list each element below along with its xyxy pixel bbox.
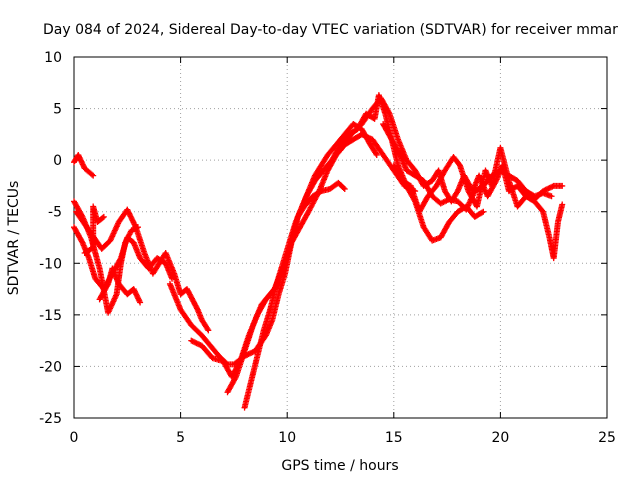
- data-series: [73, 206, 212, 334]
- data-series: [224, 92, 487, 396]
- data-point: [124, 208, 131, 214]
- data-series: [390, 144, 566, 262]
- chart-title: Day 084 of 2024, Sidereal Day-to-day VTE…: [43, 22, 618, 38]
- data-point: [99, 214, 106, 221]
- data-series: [81, 203, 107, 256]
- y-tick-label: 0: [53, 153, 62, 169]
- y-axis-label: SDTVAR / TECUs: [6, 181, 22, 296]
- data-series: [71, 151, 97, 179]
- data-point: [100, 213, 107, 220]
- data-point: [130, 220, 137, 227]
- data-point: [396, 150, 403, 157]
- x-tick-label: 25: [598, 430, 616, 446]
- data-point: [559, 201, 566, 208]
- y-tick-label: 10: [44, 50, 62, 66]
- y-tick-label: -10: [39, 256, 62, 272]
- data-point: [104, 282, 111, 289]
- data-point: [480, 208, 487, 215]
- data-point: [205, 327, 212, 334]
- data-point: [341, 186, 348, 193]
- axis-ticks: 0 5 10 15 20 25 -25 -20 -15 -10 -5 0 5 10: [39, 50, 616, 446]
- data-point: [131, 221, 138, 228]
- data-points: [71, 92, 566, 411]
- data-point: [124, 206, 131, 213]
- plot-frame: [73, 56, 608, 419]
- y-tick-label: -5: [48, 205, 62, 221]
- data-point: [78, 238, 85, 245]
- data-point: [129, 217, 136, 224]
- data-point: [479, 209, 486, 216]
- data-point: [127, 213, 134, 220]
- data-point: [90, 172, 97, 179]
- data-point: [88, 171, 95, 178]
- data-point: [232, 375, 239, 382]
- x-tick-label: 0: [70, 430, 79, 446]
- data-point: [373, 151, 380, 158]
- y-tick-label: -20: [39, 359, 62, 375]
- data-point: [128, 216, 135, 223]
- data-point: [128, 214, 135, 221]
- y-tick-label: -15: [39, 308, 62, 324]
- data-point: [125, 209, 132, 216]
- data-point: [372, 150, 379, 157]
- data-point: [385, 109, 392, 116]
- x-tick-label: 20: [491, 430, 509, 446]
- data-point: [204, 326, 211, 333]
- data-point: [539, 207, 546, 214]
- data-point: [132, 222, 139, 229]
- data-point: [130, 218, 137, 225]
- data-point: [548, 193, 555, 200]
- data-point: [137, 299, 144, 306]
- data-point: [126, 210, 133, 217]
- data-point: [169, 275, 176, 282]
- x-axis-label: GPS time / hours: [281, 458, 398, 474]
- data-series: [71, 224, 176, 293]
- data-point: [559, 182, 566, 189]
- x-tick-label: 15: [385, 430, 403, 446]
- x-tick-label: 5: [176, 430, 185, 446]
- data-series: [96, 265, 144, 306]
- data-series: [188, 131, 419, 380]
- y-tick-label: -25: [39, 411, 62, 427]
- data-series: [380, 121, 555, 213]
- data-point: [126, 212, 133, 219]
- grid-lines: [74, 57, 607, 418]
- data-point: [117, 256, 124, 263]
- x-tick-label: 10: [278, 430, 296, 446]
- data-point: [340, 184, 347, 191]
- y-tick-label: 5: [53, 102, 62, 118]
- data-series: [241, 121, 380, 411]
